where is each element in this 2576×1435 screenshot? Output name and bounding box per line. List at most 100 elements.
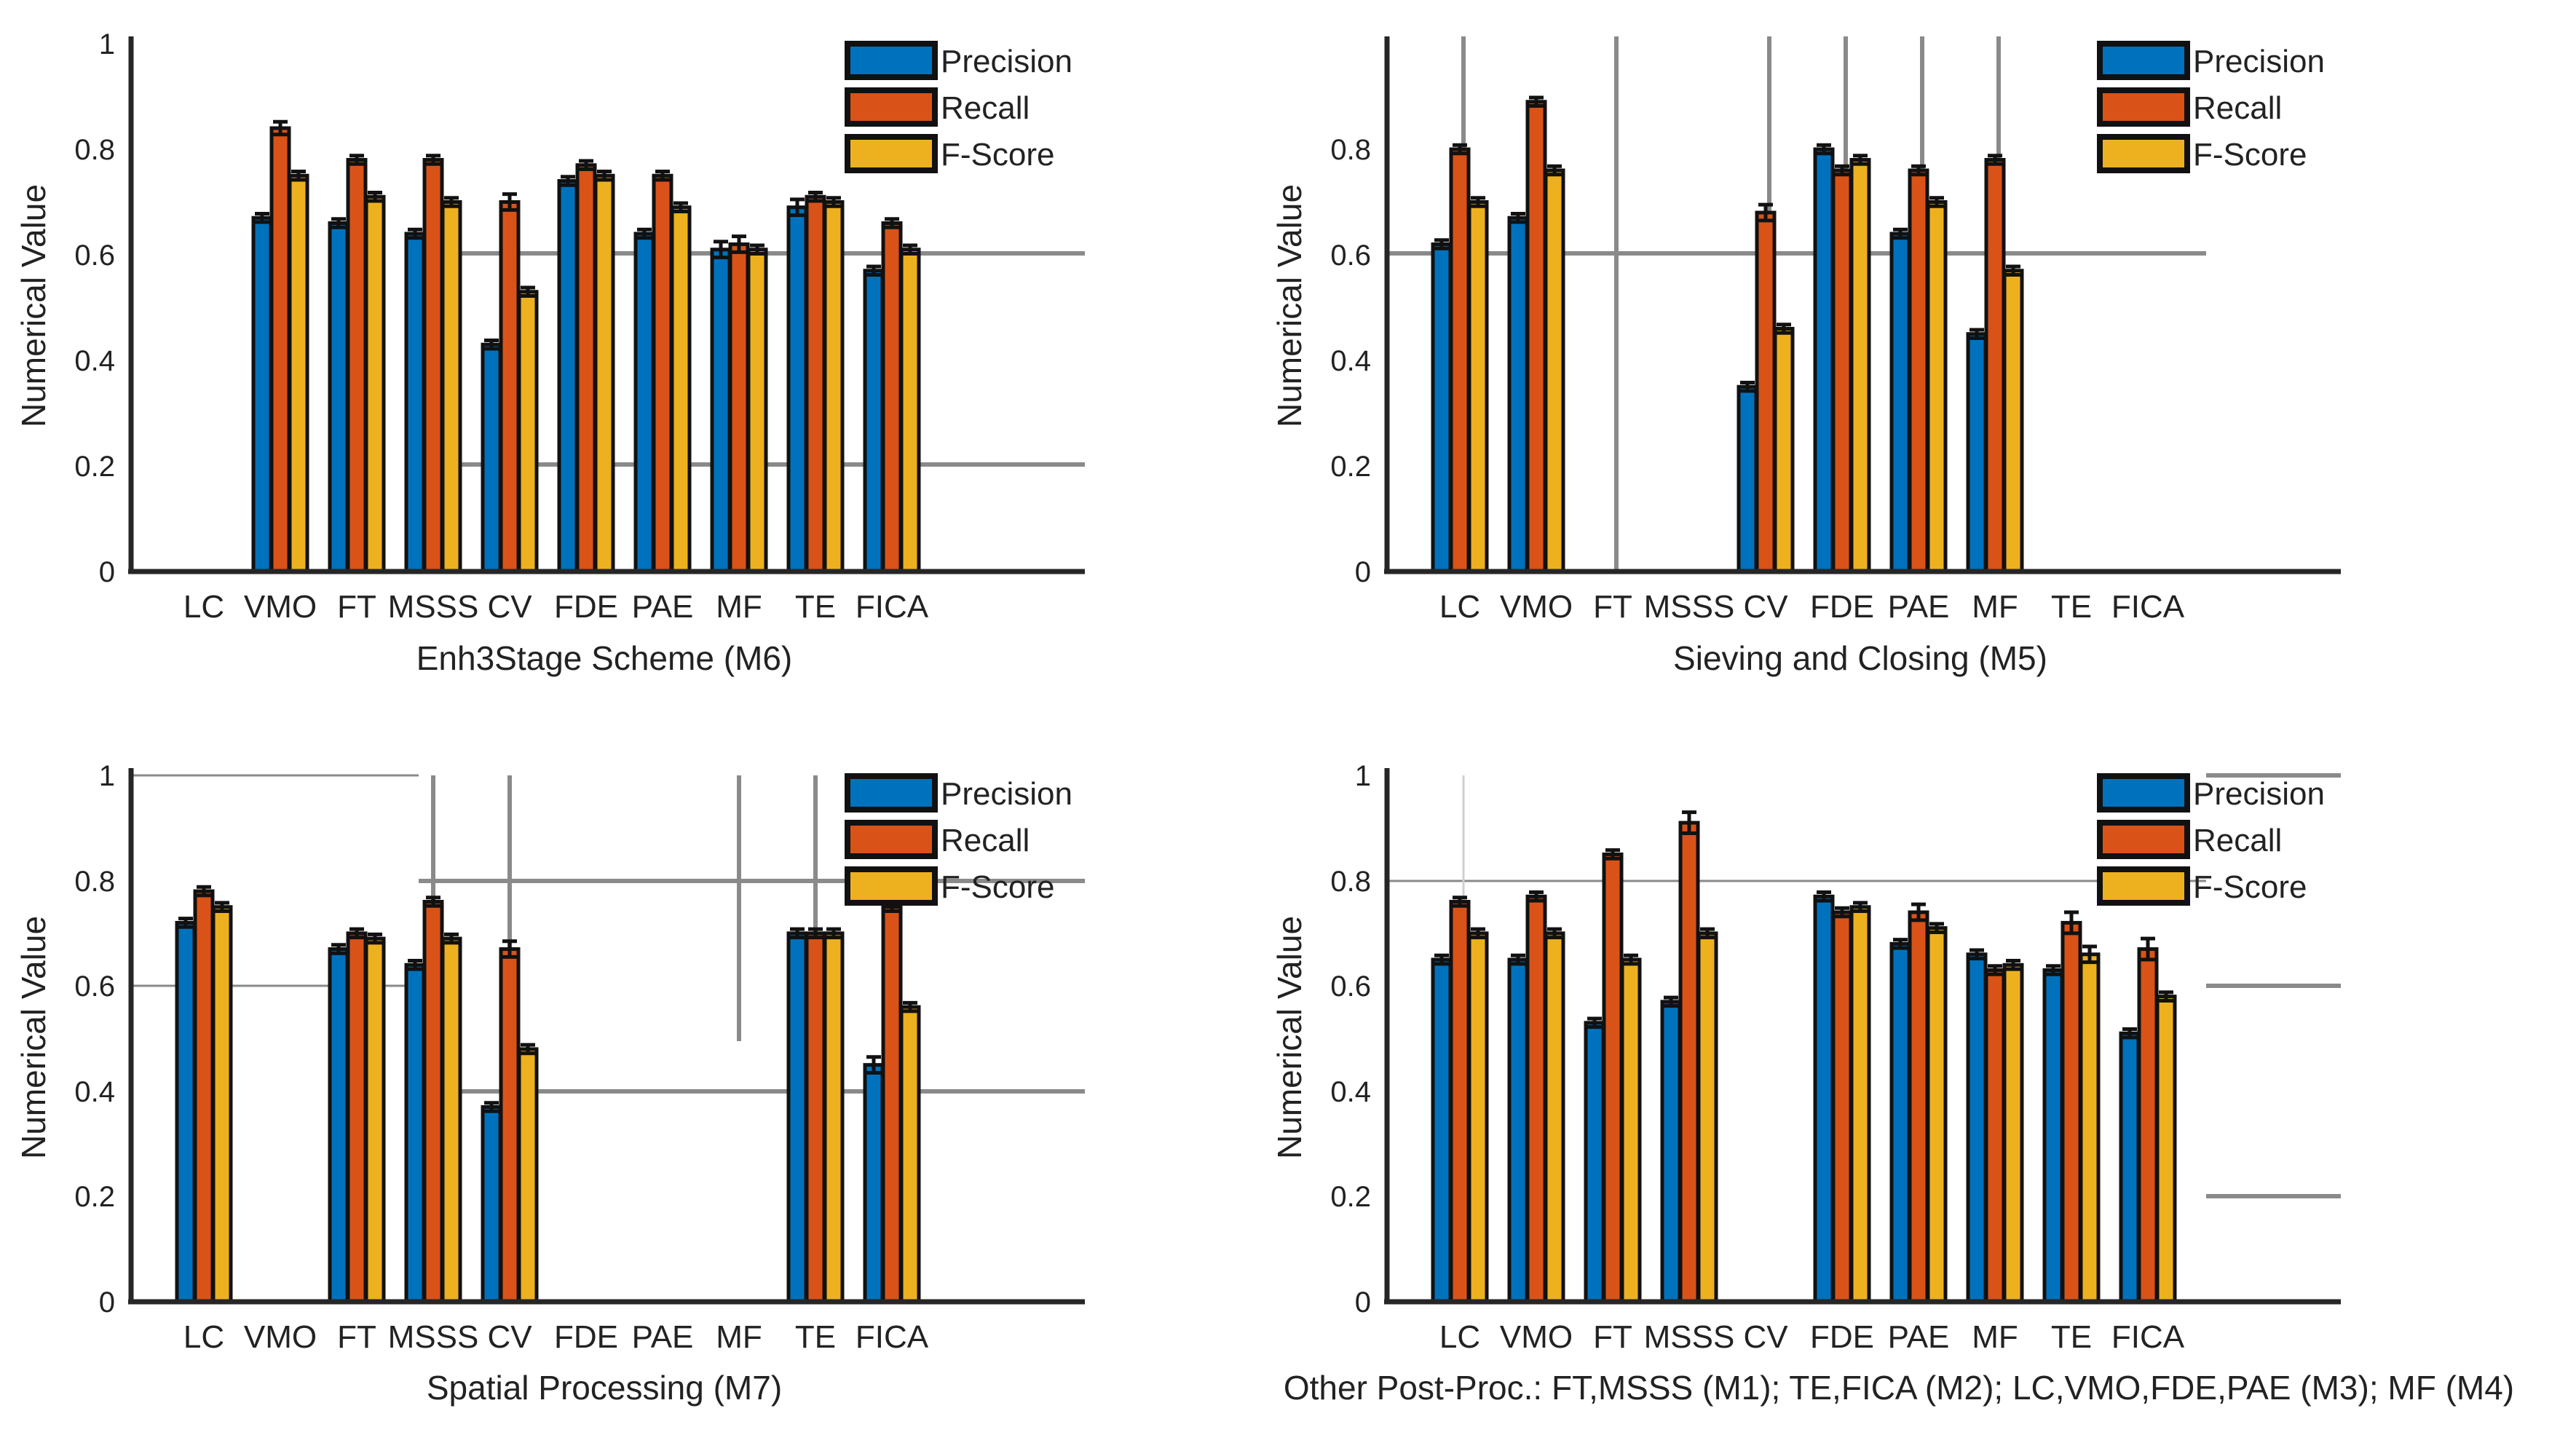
bar-f-score-fica [899,248,921,574]
axes [128,768,1085,1305]
bar-recall-vmo [1525,100,1547,574]
x-tick-label: MF [1972,1319,2018,1355]
error-bar-f-score-te [2082,944,2097,965]
y-axis-label: Numerical Value [1271,184,1308,427]
legend-swatch-precision [845,41,938,80]
x-tick-label: MF [716,1319,762,1355]
x-tick-label: FDE [1810,589,1874,625]
error-bar-recall-lc [1453,143,1467,156]
bar-precision-mf [1966,332,1988,574]
y-tick-labels: 0 0.2 0.4 0.6 0.8 1 [74,760,115,1319]
error-bar-precision-msss [408,959,422,971]
bar-precision-msss [1660,1000,1682,1304]
x-tick-label: FICA [856,1319,929,1355]
bar-precision-te [2042,968,2064,1304]
x-tick-label: FDE [1810,1319,1874,1355]
legend-label-f-score: F-Score [941,869,1054,905]
legend: Precision Recall F-Score [2097,773,2325,906]
legend: Precision Recall F-Score [2097,41,2325,173]
y-tick-labels: 0 0.2 0.4 0.6 0.8 1 [74,28,115,588]
bar-f-score-cv [1773,327,1795,574]
error-bar-precision-vmo [1511,211,1525,224]
error-bar-precision-lc [1434,953,1449,966]
legend-label-precision: Precision [2193,44,2325,79]
x-tick-label: CV [1743,1319,1788,1355]
error-bar-precision-fde [561,175,575,187]
error-bar-f-score-pae [673,201,688,214]
x-tick-label: PAE [632,1319,694,1355]
y-tick-labels: 0 0.2 0.4 0.6 0.8 [1330,134,1371,588]
error-bar-recall-fica [2141,936,2155,962]
error-bar-recall-vmo [1529,95,1544,108]
bar-recall-lc [193,889,215,1304]
bar-f-score-cv [517,1047,539,1304]
bar-f-score-msss [440,200,462,574]
bar-precision-cv [1737,384,1758,574]
bar-precision-msss [404,232,426,574]
bar-f-score-msss [440,936,462,1304]
error-bar-precision-mf [1969,948,1984,961]
bar-precision-pae [1889,232,1911,574]
legend: Precision Recall F-Score [845,41,1072,173]
error-bar-recall-pae [1911,164,1926,177]
y-tick-label: 0.6 [1330,970,1371,1003]
legend-label-recall: Recall [941,823,1030,858]
error-bar-precision-fica [2122,1027,2137,1040]
legend-label-precision: Precision [2193,776,2325,812]
bar-f-score-vmo [1544,168,1565,574]
error-bar-recall-lc [1453,896,1467,908]
x-axis-label: Spatial Processing (M7) [427,1369,782,1407]
error-bar-f-score-fde [1853,901,1868,914]
grid-lines [1387,773,2341,1302]
y-tick-label: 0 [1355,1286,1371,1319]
error-bar-precision-pae [637,227,652,240]
bar-f-score-pae [1926,926,1948,1304]
legend-label-f-score: F-Score [2193,869,2307,905]
bar-recall-vmo [269,126,291,574]
bar-recall-mf [1984,968,2006,1304]
x-tick-label: FICA [856,589,929,625]
bar-f-score-ft [1620,957,1642,1304]
x-tick-label: FT [337,1319,376,1355]
error-bar-precision-mf [1969,328,1984,341]
y-tick-label: 1 [99,28,115,60]
bar-precision-vmo [1507,216,1529,574]
error-bar-precision-te [790,927,805,940]
bar-f-score-te [823,200,845,574]
error-bar-recall-mf [1988,964,2002,976]
x-tick-label: PAE [632,589,694,625]
x-tick-label: TE [2051,1319,2092,1355]
y-tick-label: 0.8 [74,866,115,898]
bar-precision-vmo [251,216,273,574]
x-tick-label: MSSS [388,1319,479,1355]
bars [251,119,921,574]
legend-swatch-precision [2097,773,2190,813]
bar-recall-ft [346,158,368,574]
axes [1384,36,2341,574]
error-bar-f-score-fde [597,169,612,182]
y-tick-label: 0.8 [1330,866,1371,898]
error-bar-precision-fde [1817,890,1831,903]
bar-recall-lc [1449,147,1471,574]
bar-recall-mf [1984,158,2006,574]
x-tick-label: CV [1743,589,1788,625]
bar-precision-te [786,931,808,1304]
x-tick-label: TE [795,1319,836,1355]
bar-f-score-mf [2002,269,2024,574]
error-bar-recall-ft [349,927,364,940]
y-tick-label: 0.6 [1330,240,1371,272]
bar-f-score-fde [593,173,615,574]
error-bar-recall-mf [1988,154,2002,166]
error-bar-f-score-te [826,927,841,940]
error-bar-precision-ft [331,217,346,229]
bar-precision-vmo [1507,957,1529,1304]
legend-label-precision: Precision [941,776,1072,812]
y-tick-label: 0.2 [1330,1181,1371,1213]
bar-f-score-mf [2002,962,2024,1304]
y-tick-label: 0.6 [74,970,115,1003]
legend-swatch-f-score [845,866,938,906]
error-bar-f-score-msss [1700,927,1715,940]
error-bar-recall-te [808,927,823,940]
error-bar-recall-cv [502,192,517,212]
bar-recall-te [805,931,826,1304]
